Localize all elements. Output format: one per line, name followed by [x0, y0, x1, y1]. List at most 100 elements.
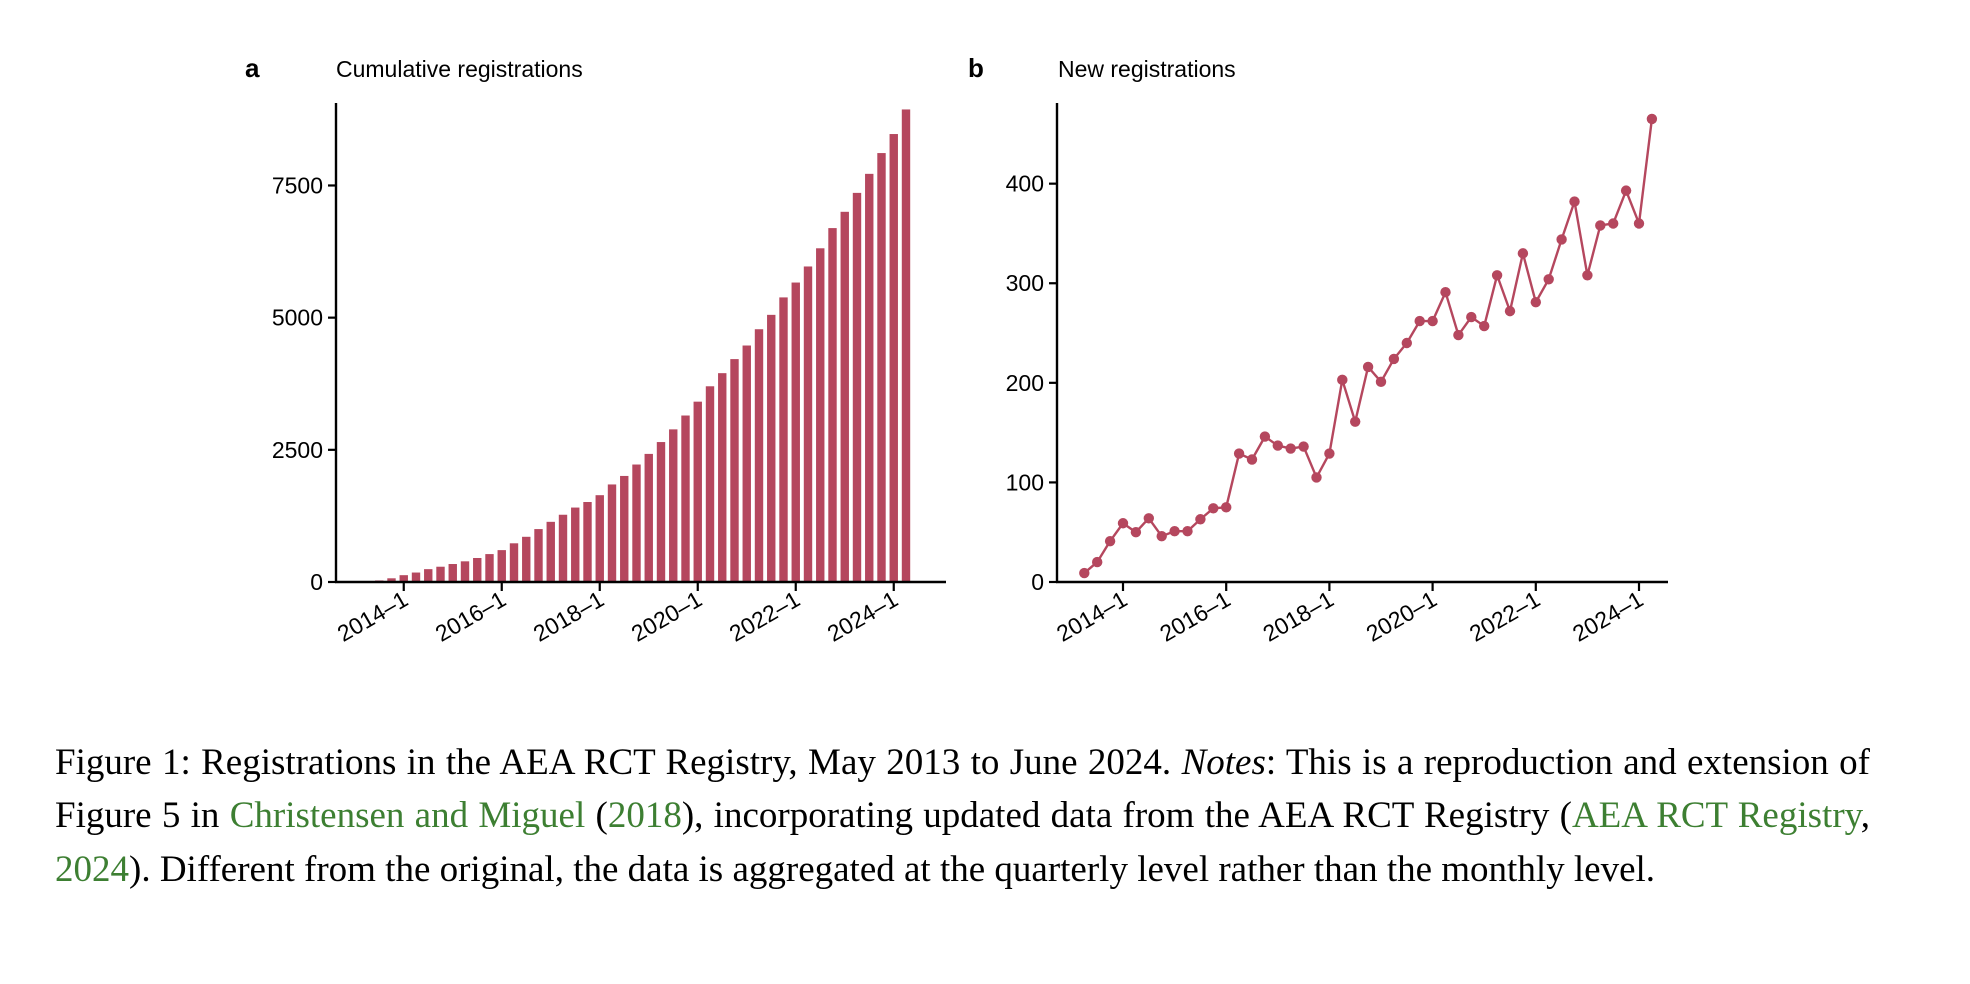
bar — [583, 502, 592, 582]
data-point — [1582, 270, 1593, 281]
x-ticks: 2014–1 2016–1 2018–1 2020–1 2022–1 2024–1 — [1052, 582, 1648, 647]
citation-link-2018[interactable]: 2018 — [607, 795, 682, 837]
caption-text: ). Different from the original, the data… — [129, 848, 1656, 890]
x-tick-label: 2020–1 — [627, 586, 706, 647]
data-point — [1143, 513, 1155, 524]
data-point — [1479, 320, 1490, 332]
bar — [681, 415, 690, 582]
panel-b-letter: b — [968, 53, 984, 83]
bar — [889, 134, 898, 582]
bar — [852, 192, 862, 582]
bar — [742, 345, 751, 582]
data-point — [1530, 296, 1542, 308]
panel-a-cumulative-chart: a Cumulative registrations 0 2500 5000 7500… — [245, 53, 946, 647]
panel-a-letter: a — [245, 53, 260, 83]
x-tick-label: 2014–1 — [333, 586, 412, 647]
caption-label: Figure 1: — [55, 742, 191, 783]
data-point — [1504, 305, 1516, 317]
data-point — [1130, 527, 1142, 538]
citation-link-aea-rct-registry[interactable]: AEA RCT Registry — [1571, 795, 1861, 837]
bar — [865, 173, 874, 583]
data-point — [1311, 472, 1322, 483]
x-tick-label: 2024–1 — [1568, 586, 1647, 647]
data-point — [1362, 361, 1374, 373]
data-point — [1556, 234, 1567, 245]
data-point — [1324, 448, 1335, 459]
caption-title: Registrations in the AEA RCT Registry, M… — [201, 742, 1172, 783]
bar — [534, 529, 543, 582]
bar — [730, 359, 739, 582]
data-point — [1608, 218, 1619, 229]
caption-text: , — [1860, 795, 1870, 837]
data-point — [1337, 374, 1348, 386]
data-point — [1079, 567, 1090, 579]
bar — [497, 550, 506, 582]
data-point — [1646, 113, 1658, 125]
x-tick-label: 2018–1 — [529, 586, 608, 647]
bar — [656, 442, 666, 582]
figure-caption: Figure 1: Registrations in the AEA RCT R… — [55, 736, 1870, 896]
bar — [595, 495, 604, 582]
data-point — [1104, 535, 1116, 547]
y-tick-label: 300 — [1006, 270, 1044, 296]
caption-text: ), incorporating updated data from the A… — [681, 795, 1572, 837]
bar — [828, 228, 837, 582]
y-tick-label: 400 — [1006, 171, 1044, 197]
data-point — [1259, 431, 1271, 442]
data-point — [1388, 353, 1400, 365]
bar — [669, 429, 678, 582]
bar — [816, 248, 825, 583]
citation-link-christensen-miguel[interactable]: Christensen and Miguel — [229, 795, 586, 837]
data-point — [1285, 443, 1296, 454]
x-tick-label: 2022–1 — [1465, 586, 1544, 647]
panel-a-title: Cumulative registrations — [336, 56, 583, 82]
y-tick-label: 0 — [310, 569, 323, 595]
bar — [448, 564, 457, 582]
bar — [901, 109, 911, 583]
y-tick-label: 200 — [1006, 370, 1044, 396]
data-point — [1466, 311, 1477, 323]
bar — [779, 297, 788, 582]
data-point — [1517, 248, 1529, 259]
bar — [693, 401, 702, 582]
x-tick-label: 2022–1 — [725, 586, 804, 647]
data-point — [1401, 337, 1413, 349]
data-point — [1233, 448, 1245, 459]
bar — [607, 484, 617, 582]
citation-link-2024[interactable]: 2024 — [55, 848, 129, 890]
data-point — [1208, 503, 1219, 514]
y-ticks: 0 2500 5000 7500 — [272, 172, 336, 595]
x-tick-label: 2020–1 — [1362, 586, 1441, 647]
bar — [803, 266, 813, 582]
bar — [644, 453, 653, 582]
data-point — [1298, 441, 1309, 452]
series-line — [1083, 118, 1654, 574]
bar — [473, 557, 482, 582]
bar — [399, 575, 408, 582]
data-point — [1182, 526, 1193, 537]
bar — [877, 153, 886, 582]
data-point — [1221, 502, 1232, 513]
bar — [546, 521, 555, 582]
panel-b-new-chart: b New registrations 0 100 200 300 400 2014–1… — [968, 53, 1668, 647]
y-tick-label: 7500 — [272, 172, 323, 198]
data-point — [1169, 526, 1180, 537]
x-ticks: 2014–1 2016–1 2018–1 2020–1 2022–1 2024–1 — [333, 582, 902, 647]
bar — [632, 464, 641, 582]
data-point — [1491, 270, 1503, 281]
bar — [522, 536, 531, 582]
bar-series — [362, 109, 911, 583]
data-point — [1427, 315, 1438, 327]
bar — [840, 211, 849, 582]
panel-b-title: New registrations — [1058, 56, 1236, 82]
data-point — [1620, 185, 1632, 196]
y-ticks: 0 100 200 300 400 — [1006, 171, 1057, 595]
bar — [485, 554, 494, 582]
bar — [424, 569, 433, 582]
bar — [571, 507, 580, 582]
data-point — [1375, 376, 1387, 388]
data-point — [1453, 329, 1464, 341]
bar — [387, 578, 396, 582]
x-tick-label: 2014–1 — [1052, 586, 1131, 647]
bar — [791, 282, 800, 582]
